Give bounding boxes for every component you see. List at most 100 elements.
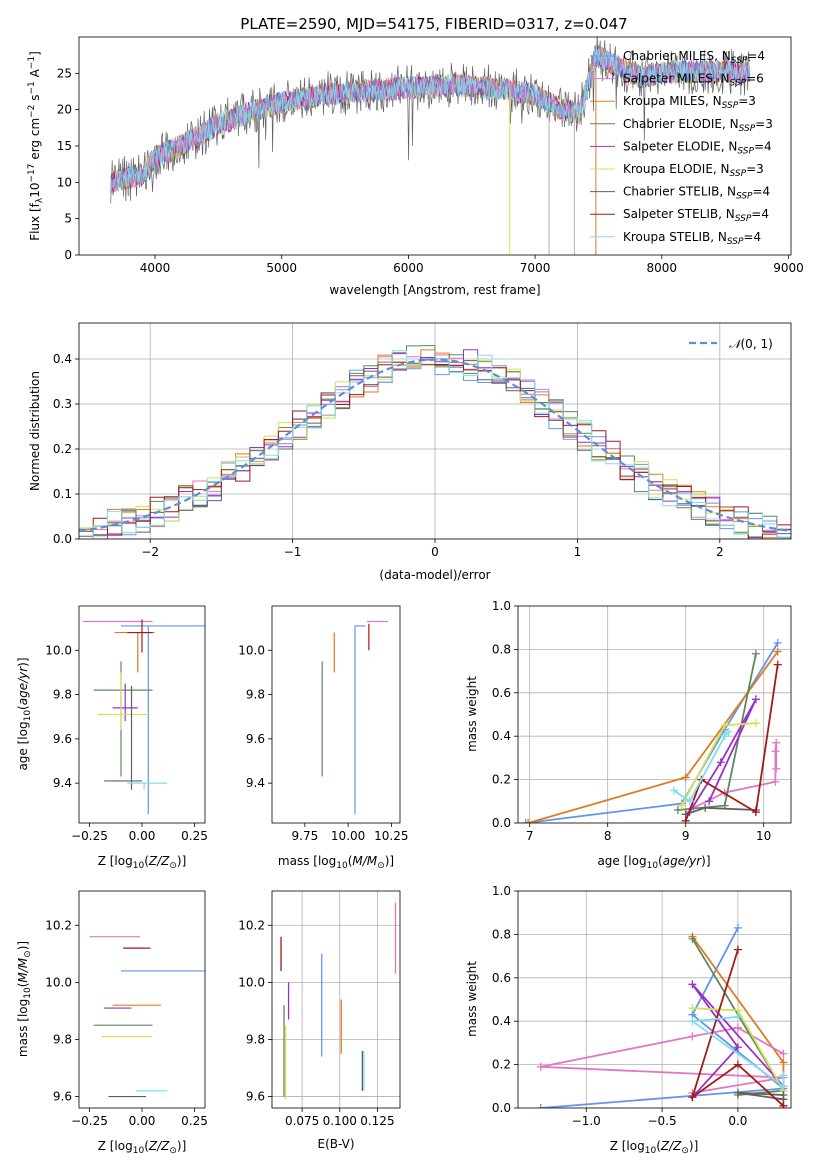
plot-area xyxy=(83,619,205,815)
weight-point-kroupa-stelib xyxy=(720,732,729,741)
x-axis-label-part: ⊙ xyxy=(681,1146,689,1156)
plot-area xyxy=(518,891,791,1108)
weight-point-salpeter-miles xyxy=(536,1062,545,1071)
x-tick-label: −2 xyxy=(141,545,159,559)
x-tick-label: 7000 xyxy=(520,261,551,275)
axes-age_vs_mass: 9.75 10.00 10.25 9.4 9.6 9.8 10.0 mass [log10(M… xyxy=(238,605,409,871)
legend-normal-label-part: (0, 1) xyxy=(741,337,773,351)
x-axis-label: Z [log10(Z/Z⊙)] xyxy=(610,1139,699,1156)
plot-area xyxy=(79,323,791,539)
legend-count: =4 xyxy=(753,185,771,199)
x-tick-label: 0.25 xyxy=(181,1114,208,1128)
chart-layer: 4000 5000 6000 7000 8000 90000510152025wavele… xyxy=(16,36,804,1156)
weight-line-chabrier-miles xyxy=(540,927,786,1108)
y-tick-label: 0.0 xyxy=(492,816,511,830)
plot-area xyxy=(321,620,388,815)
legend-entry-kroupa-stelib: Kroupa STELIB, NSSP=4 xyxy=(623,230,761,247)
y-tick-label: 9.8 xyxy=(246,1032,265,1046)
x-tick-label: 6000 xyxy=(393,261,424,275)
weight-point-chabrier-stelib xyxy=(779,1090,788,1099)
weight-point-chabrier-miles xyxy=(536,1104,545,1108)
y-axis-label-part: A xyxy=(28,68,42,81)
legend-normal-label-part: 𝒩 xyxy=(729,337,744,351)
y-tick-label: 0.4 xyxy=(492,729,511,743)
axes-mass_vs_Z: −0.25 0.00 0.259.69.810.010.2Z [log10(Z/Z⊙… xyxy=(16,890,208,1156)
x-axis-label-part: 10 xyxy=(336,861,348,871)
x-axis-label-part: Z/Z xyxy=(148,1139,170,1153)
weight-point-chabrier-stelib xyxy=(701,803,710,812)
y-axis-label-part: Flux [f xyxy=(28,202,42,240)
errorbar-salpeter-stelib xyxy=(127,619,153,653)
weight-point-kroupa-miles xyxy=(773,647,782,656)
legend-entry-chabrier-stelib: Chabrier STELIB, NSSP=4 xyxy=(623,185,770,202)
x-tick-label: 0.075 xyxy=(285,1114,319,1128)
weight-point-kroupa-stelib xyxy=(670,786,678,795)
legend-entry-salpeter-elodie: Salpeter ELODIE, NSSP=4 xyxy=(623,139,772,156)
legend-subscript: SSP xyxy=(730,79,747,89)
x-axis-label-part: )] xyxy=(689,1139,698,1153)
y-tick-label: 0.1 xyxy=(53,487,72,501)
weight-point-salpeter-miles xyxy=(771,777,780,786)
legend-label: Kroupa ELODIE, N xyxy=(623,162,730,176)
legend-subscript: SSP xyxy=(730,169,747,179)
x-axis-label: wavelength [Angstrom, rest frame] xyxy=(329,283,540,297)
y-axis-label-part: ⊙ xyxy=(23,950,33,958)
y-tick-label: 9.4 xyxy=(246,776,265,790)
y-tick-label: 10.0 xyxy=(238,975,265,989)
y-tick-label: 0.2 xyxy=(492,773,511,787)
y-tick-label: 5 xyxy=(64,212,72,226)
y-tick-label: 9.6 xyxy=(53,732,72,746)
y-axis-label: Flux [fλ10−17 erg cm−2 s−1 A−1] xyxy=(27,51,45,241)
x-axis-label-part: ( xyxy=(144,854,149,868)
axes-frame xyxy=(271,605,401,824)
x-tick-label: 0.125 xyxy=(360,1114,394,1128)
y-axis-label-part: −17 xyxy=(27,164,37,183)
legend-entry-chabrier-elodie: Chabrier ELODIE, NSSP=3 xyxy=(623,117,773,134)
x-tick-label: −0.25 xyxy=(71,829,108,843)
legend-subscript: SSP xyxy=(735,214,752,224)
y-axis-label-part: )] xyxy=(16,657,30,666)
weight-point-chabrier-elodie xyxy=(751,649,760,658)
x-tick-label: −1 xyxy=(284,545,302,559)
weight-point-chabrier-miles xyxy=(773,638,782,647)
x-axis-label-part: Z/Z xyxy=(660,1139,682,1153)
x-axis-label: E(B-V) xyxy=(317,1137,354,1151)
legend-label: Salpeter MILES, N xyxy=(623,72,730,86)
weight-point-salpeter-stelib xyxy=(733,945,742,954)
y-tick-label: 10.2 xyxy=(45,918,72,932)
y-tick-label: 1.0 xyxy=(492,884,511,898)
weight-line-salpeter-miles xyxy=(540,1026,784,1094)
legend-label: Salpeter STELIB, N xyxy=(623,207,735,221)
legend-label: Kroupa MILES, N xyxy=(623,94,722,108)
axes-mass_vs_ebv: 0.075 0.100 0.125 9.6 9.8 10.0 10.2 E(B-V) xyxy=(238,890,401,1151)
hist-chabrier-stelib xyxy=(79,358,791,537)
weight-line-salpeter-stelib xyxy=(684,664,779,822)
axes-frame xyxy=(271,890,401,1109)
x-axis-label-part: ⊙ xyxy=(169,1146,177,1156)
legend-label: Kroupa STELIB, N xyxy=(623,230,727,244)
weight-point-kroupa-stelib xyxy=(688,1017,697,1026)
x-tick-label: 8 xyxy=(604,829,612,843)
weight-point-salpeter-miles xyxy=(779,1049,788,1058)
legend-normal-label: 𝒩(0, 1) xyxy=(729,337,773,351)
x-tick-label: 8000 xyxy=(647,261,678,275)
errorbar-kroupa-stelib xyxy=(127,782,168,790)
x-axis-label-part: ( xyxy=(656,1139,661,1153)
axes-frame xyxy=(517,605,792,824)
x-tick-label: 0.100 xyxy=(323,1114,357,1128)
weight-point-kroupa-elodie xyxy=(688,1004,697,1013)
plot-area xyxy=(110,37,751,255)
errorbar-chabrier-stelib xyxy=(104,685,142,790)
y-tick-label: 9.6 xyxy=(246,732,265,746)
x-tick-label: 5000 xyxy=(266,261,297,275)
legend-entry-kroupa-elodie: Kroupa ELODIE, NSSP=3 xyxy=(623,162,764,179)
errorbar-chabrier-miles xyxy=(121,625,205,815)
weight-point-salpeter-stelib xyxy=(733,1060,742,1069)
y-axis-label: mass weight xyxy=(465,961,479,1037)
x-axis-label-part: ( xyxy=(144,1139,149,1153)
y-tick-label: 9.6 xyxy=(246,1090,265,1104)
weight-point-salpeter-miles xyxy=(688,1032,697,1041)
normal-curve xyxy=(79,358,791,533)
legend-count: =3 xyxy=(755,117,773,131)
